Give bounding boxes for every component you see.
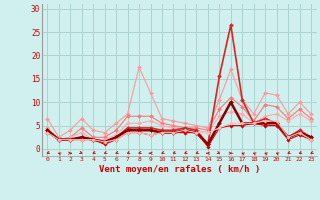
X-axis label: Vent moyen/en rafales ( km/h ): Vent moyen/en rafales ( km/h ) — [99, 165, 260, 174]
